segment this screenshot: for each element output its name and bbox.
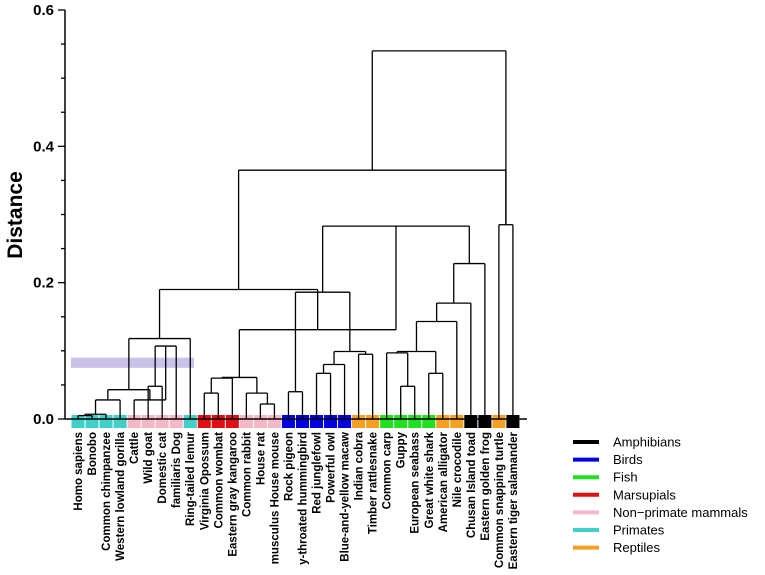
leaf-label: Common carp bbox=[382, 432, 394, 509]
leaf-label: American alligator bbox=[438, 431, 450, 532]
leaf-label: Eastern tiger salamander bbox=[508, 431, 520, 569]
leaf-label: Eastern gray kangaroo bbox=[227, 432, 239, 557]
leaf-label: Western lowland gorilla bbox=[115, 431, 127, 560]
leaf-label: Homo sapiens bbox=[73, 432, 85, 511]
leaf-label: Virginia Opossum bbox=[199, 432, 211, 530]
y-tick-label: 0.2 bbox=[33, 275, 54, 292]
leaf-label: Great white shark bbox=[424, 431, 436, 528]
legend-label: Amphibians bbox=[613, 435, 681, 450]
cut-band bbox=[71, 357, 194, 368]
legend-label: Birds bbox=[613, 452, 643, 467]
legend-label: Fish bbox=[613, 470, 638, 485]
leaf-label: House rat bbox=[255, 432, 267, 485]
leaf-label: Common wombat bbox=[213, 432, 225, 529]
legend-label: Primates bbox=[613, 523, 665, 538]
leaf-label: Nile crocodile bbox=[452, 432, 464, 507]
leaf-label: Chusan Island toad bbox=[466, 432, 478, 538]
leaf-label: Blue-and-yellow macaw bbox=[340, 432, 352, 562]
y-tick-label: 0.6 bbox=[33, 2, 54, 19]
y-tick-label: 0.4 bbox=[33, 138, 55, 155]
leaf-label: Common snapping turtle bbox=[494, 432, 506, 568]
leaf-label: Common chimpanzee bbox=[101, 432, 113, 551]
leaf-label: y-throated hummingbird bbox=[297, 432, 309, 565]
y-axis-label: Distance bbox=[4, 171, 27, 259]
leaf-label: Bonobo bbox=[87, 432, 99, 475]
legend-label: Marsupials bbox=[613, 487, 676, 502]
leaf-label: Cattle bbox=[129, 432, 141, 464]
y-tick-label: 0.0 bbox=[33, 411, 54, 428]
leaf-label: Timber rattlesnake bbox=[368, 432, 380, 534]
leaf-label: Powerful owl bbox=[326, 432, 338, 503]
leaf-label: Eastern golden frog bbox=[480, 432, 492, 541]
leaf-label: Rock pigeon bbox=[283, 432, 295, 501]
leaf-label: European seabass bbox=[410, 432, 422, 534]
leaf-label: Red junglefowl bbox=[312, 432, 324, 514]
leaf-label: Guppy bbox=[396, 431, 408, 468]
leaf-label: familiaris Dog bbox=[171, 432, 183, 508]
leaf-label: Ring-tailed lemur bbox=[185, 431, 197, 525]
leaf-label: Indian cobra bbox=[354, 431, 366, 500]
leaf-label: Common rabbit bbox=[241, 432, 253, 517]
legend-label: Reptiles bbox=[613, 540, 660, 555]
leaf-label: musculus House mouse bbox=[269, 432, 281, 564]
leaf-label: Domestic cat bbox=[157, 432, 169, 504]
legend-label: Non−primate mammals bbox=[613, 505, 748, 520]
leaf-label: Wild goat bbox=[143, 432, 155, 484]
